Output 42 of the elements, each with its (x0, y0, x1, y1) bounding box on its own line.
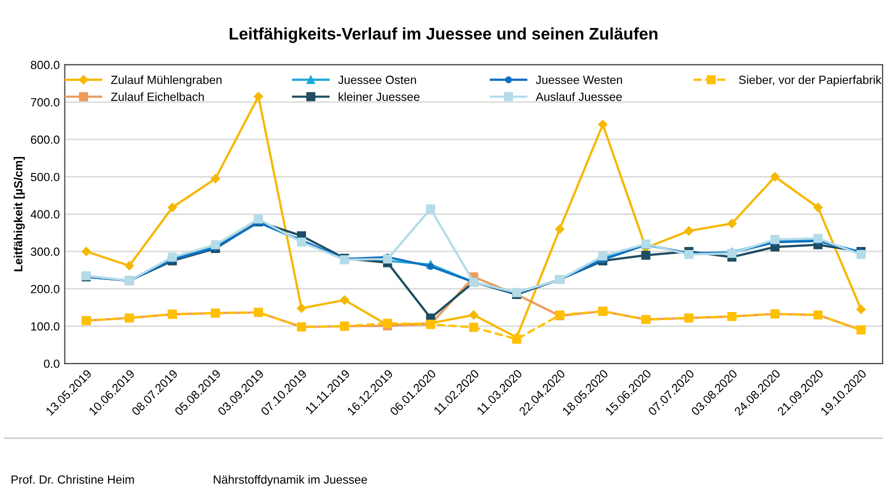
point (210, 174, 220, 184)
point (684, 226, 694, 236)
point (813, 202, 823, 212)
point (168, 202, 177, 212)
y-tick-label: 400.0 (30, 210, 60, 219)
point (427, 262, 434, 270)
y-axis-title: Leitfähigkeit [µS/cm] (14, 156, 25, 272)
point (770, 172, 780, 182)
legend-label: Sieber, vor der Papierfabrik (738, 75, 882, 86)
y-tick-label: 700.0 (30, 98, 60, 106)
point (254, 214, 263, 224)
point (469, 322, 478, 332)
legend-label: Juessee Westen (536, 76, 622, 84)
point (254, 92, 264, 102)
y-tick-label: 100.0 (31, 322, 60, 331)
point (426, 204, 436, 214)
point (124, 261, 134, 270)
y-tick-label: 300.0 (30, 248, 60, 256)
point (727, 218, 737, 228)
legend-label: kleiner Juessee (338, 92, 420, 101)
point (598, 120, 608, 130)
text: Nährstoffdynamik im Juessee (214, 475, 367, 486)
point (856, 304, 866, 314)
point (555, 224, 564, 234)
legend-label: Auslauf Juessee (536, 92, 622, 101)
legend-label: Zulauf Eichelbach (111, 92, 204, 101)
legend-label: Juessee Osten (338, 76, 416, 84)
text: Prof. Dr. Christine Heim (12, 475, 134, 484)
point (296, 304, 306, 313)
point (856, 250, 866, 259)
point (641, 250, 650, 260)
point (512, 334, 522, 344)
point (82, 246, 91, 256)
y-tick-label: 500.0 (30, 172, 60, 182)
y-tick-label: 800.0 (30, 60, 60, 70)
y-tick-label: 600.0 (30, 135, 60, 144)
y-tick-label: 200.0 (30, 284, 60, 294)
point (469, 310, 478, 320)
legend-label: Zulauf Mühlengraben (111, 75, 222, 86)
point (340, 295, 350, 305)
y-tick-label: 0.0 (44, 360, 60, 368)
chart-title: Leitfähigkeits-Verlauf im Juessee und seinen Zuläufen (230, 27, 658, 43)
